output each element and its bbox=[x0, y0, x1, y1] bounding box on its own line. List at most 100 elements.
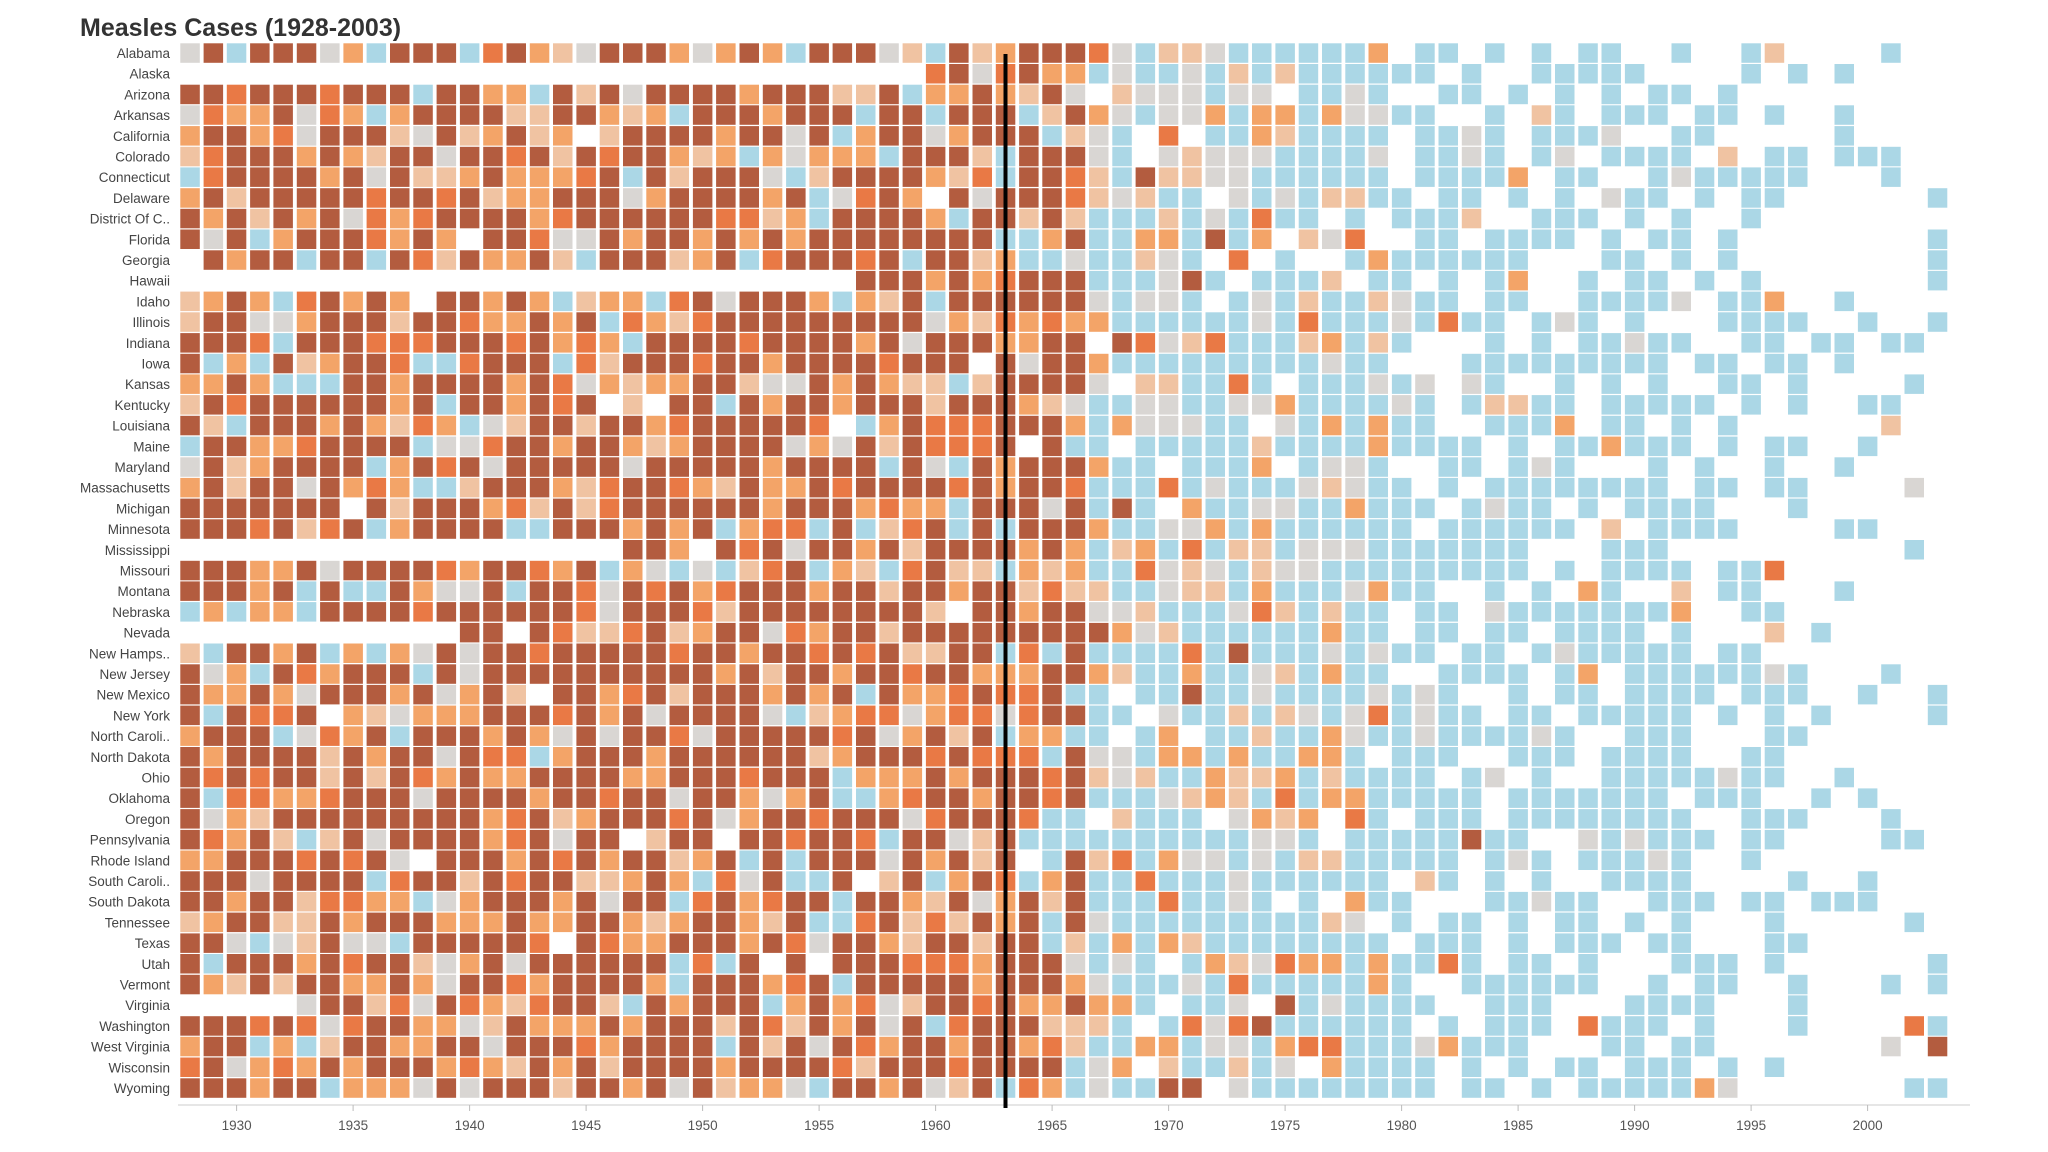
heatmap-cell bbox=[1601, 146, 1621, 167]
heatmap-cell bbox=[273, 684, 293, 705]
heatmap-cell bbox=[1718, 788, 1738, 808]
heatmap-cell bbox=[1671, 436, 1691, 457]
heatmap-cell bbox=[1112, 64, 1132, 84]
heatmap-cell bbox=[413, 353, 433, 374]
heatmap-cell bbox=[576, 105, 596, 125]
heatmap-cell bbox=[1508, 1057, 1528, 1077]
heatmap-cell bbox=[180, 167, 200, 187]
heatmap-cell bbox=[1298, 995, 1319, 1015]
heatmap-cell bbox=[320, 767, 340, 788]
heatmap-cell bbox=[1158, 1036, 1179, 1057]
heatmap-cell bbox=[413, 1036, 433, 1057]
heatmap-cell bbox=[483, 705, 503, 726]
heatmap-cell bbox=[739, 933, 759, 953]
heatmap-cell bbox=[1461, 519, 1482, 539]
heatmap-cell bbox=[739, 540, 759, 560]
heatmap-cell bbox=[366, 705, 387, 726]
heatmap-cell bbox=[250, 353, 270, 374]
heatmap-cell bbox=[972, 912, 992, 933]
state-label: Maryland bbox=[114, 460, 170, 475]
heatmap-cell bbox=[949, 974, 969, 995]
heatmap-cell bbox=[1415, 208, 1435, 229]
heatmap-cell bbox=[1671, 871, 1691, 891]
heatmap-cell bbox=[1089, 146, 1109, 167]
heatmap-cell bbox=[809, 684, 829, 705]
heatmap-cell bbox=[1298, 146, 1319, 167]
heatmap-cell bbox=[1788, 684, 1808, 705]
heatmap-cell bbox=[879, 208, 899, 229]
heatmap-cell bbox=[180, 374, 200, 394]
heatmap-cell bbox=[226, 519, 247, 539]
heatmap-cell bbox=[1205, 477, 1225, 498]
heatmap-cell bbox=[576, 705, 596, 726]
heatmap-cell bbox=[1322, 291, 1342, 312]
heatmap-cell bbox=[459, 664, 480, 684]
heatmap-cell bbox=[1485, 395, 1505, 415]
heatmap-cell bbox=[273, 333, 293, 353]
heatmap-cell bbox=[506, 208, 526, 229]
heatmap-cell bbox=[1624, 250, 1645, 270]
heatmap-cell bbox=[692, 809, 713, 829]
heatmap-cell bbox=[553, 415, 573, 436]
heatmap-cell bbox=[483, 229, 503, 249]
heatmap-cell bbox=[1718, 250, 1738, 270]
state-label: Missouri bbox=[120, 564, 170, 579]
heatmap-cell bbox=[1624, 1036, 1645, 1057]
heatmap-cell bbox=[1461, 457, 1482, 477]
heatmap-cell bbox=[1252, 64, 1272, 84]
heatmap-cell bbox=[366, 477, 387, 498]
heatmap-cell bbox=[623, 126, 643, 146]
heatmap-cell bbox=[692, 912, 713, 933]
heatmap-cell bbox=[1391, 829, 1412, 850]
heatmap-cell bbox=[1158, 291, 1179, 312]
heatmap-cell bbox=[413, 395, 433, 415]
heatmap-cell bbox=[250, 829, 270, 850]
heatmap-cell bbox=[203, 395, 224, 415]
heatmap-cell bbox=[692, 291, 713, 312]
x-tick-label: 1965 bbox=[1037, 1118, 1067, 1133]
heatmap-cell bbox=[856, 602, 876, 622]
heatmap-cell bbox=[762, 705, 783, 726]
heatmap-cell bbox=[1601, 64, 1621, 84]
heatmap-cell bbox=[1671, 767, 1691, 788]
heatmap-cell bbox=[1135, 415, 1156, 436]
heatmap-cell bbox=[1019, 747, 1039, 767]
heatmap-cell bbox=[1415, 809, 1435, 829]
heatmap-cell bbox=[459, 498, 480, 519]
heatmap-cell bbox=[1671, 291, 1691, 312]
heatmap-cell bbox=[1135, 498, 1156, 519]
heatmap-cell bbox=[856, 1016, 876, 1036]
heatmap-cell bbox=[1438, 250, 1458, 270]
heatmap-cell bbox=[809, 602, 829, 622]
heatmap-cell bbox=[716, 1036, 736, 1057]
heatmap-cell bbox=[1112, 415, 1132, 436]
heatmap-cell bbox=[1089, 684, 1109, 705]
heatmap-cell bbox=[250, 891, 270, 912]
heatmap-cell bbox=[1135, 1036, 1156, 1057]
heatmap-cell bbox=[483, 208, 503, 229]
heatmap-cell bbox=[390, 415, 410, 436]
heatmap-cell bbox=[1298, 912, 1319, 933]
heatmap-cell bbox=[1438, 540, 1458, 560]
heatmap-cell bbox=[226, 43, 247, 63]
heatmap-cell bbox=[459, 353, 480, 374]
heatmap-cell bbox=[1042, 498, 1062, 519]
heatmap-cell bbox=[1624, 643, 1645, 663]
heatmap-cell bbox=[1508, 291, 1528, 312]
heatmap-cell bbox=[459, 974, 480, 995]
heatmap-cell bbox=[413, 519, 433, 539]
heatmap-cell bbox=[273, 353, 293, 374]
heatmap-cell bbox=[296, 788, 317, 808]
heatmap-cell bbox=[925, 250, 946, 270]
heatmap-cell bbox=[832, 995, 853, 1015]
heatmap-cell bbox=[1042, 229, 1062, 249]
heatmap-cell bbox=[1671, 933, 1691, 953]
heatmap-cell bbox=[436, 126, 457, 146]
heatmap-cell bbox=[949, 705, 969, 726]
heatmap-cell bbox=[1252, 560, 1272, 581]
heatmap-cell bbox=[902, 208, 923, 229]
heatmap-cell bbox=[483, 188, 503, 208]
heatmap-cell bbox=[1881, 167, 1901, 187]
heatmap-cell bbox=[1764, 146, 1785, 167]
heatmap-cell bbox=[1275, 167, 1295, 187]
